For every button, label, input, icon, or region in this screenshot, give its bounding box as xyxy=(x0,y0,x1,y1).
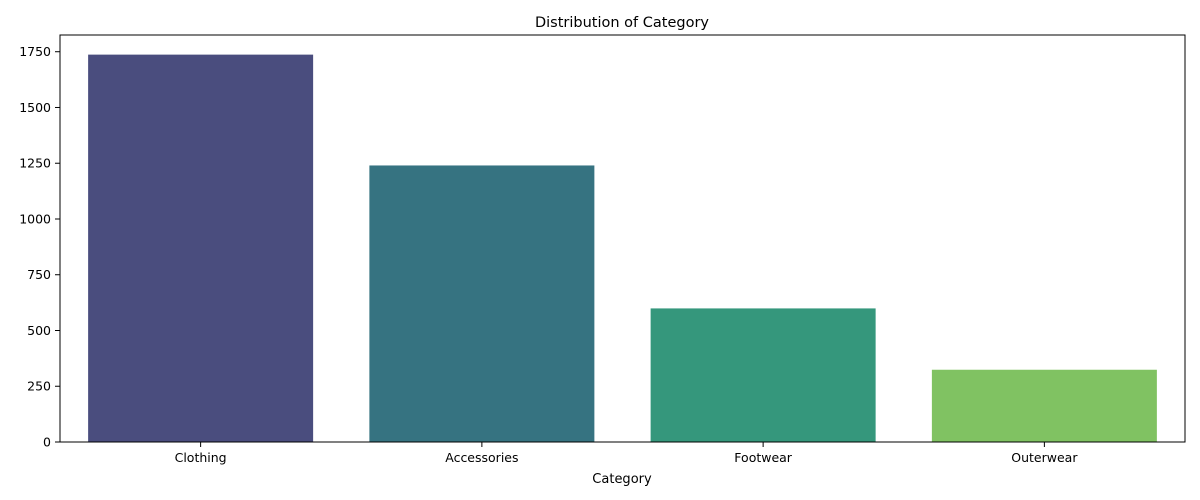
y-tick-label: 250 xyxy=(27,379,51,394)
y-tick-label: 1250 xyxy=(19,156,51,171)
plot-frame xyxy=(59,34,1186,443)
x-axis-label: Category xyxy=(592,472,652,487)
y-tick-label: 1750 xyxy=(19,44,51,59)
y-tick-label: 750 xyxy=(27,267,51,282)
bar-outerwear xyxy=(931,369,1157,442)
y-tick-label: 0 xyxy=(43,435,51,450)
bars-group xyxy=(88,54,1157,442)
y-tick-label: 500 xyxy=(27,323,51,338)
x-axis-ticks: Clothing Accessories Footwear Outerwear xyxy=(175,442,1078,465)
bar-accessories xyxy=(369,165,595,442)
chart-title: Distribution of Category xyxy=(535,15,709,31)
y-axis-ticks: 0 250 500 750 1000 1250 1500 1750 xyxy=(19,44,60,450)
x-tick-label: Outerwear xyxy=(1011,450,1078,465)
x-tick-label: Clothing xyxy=(175,450,227,465)
y-tick-label: 1000 xyxy=(19,211,51,226)
y-tick-label: 1500 xyxy=(19,100,51,115)
x-tick-label: Footwear xyxy=(734,450,793,465)
x-tick-label: Accessories xyxy=(445,450,518,465)
bar-footwear xyxy=(650,308,876,442)
bar-clothing xyxy=(88,54,314,442)
